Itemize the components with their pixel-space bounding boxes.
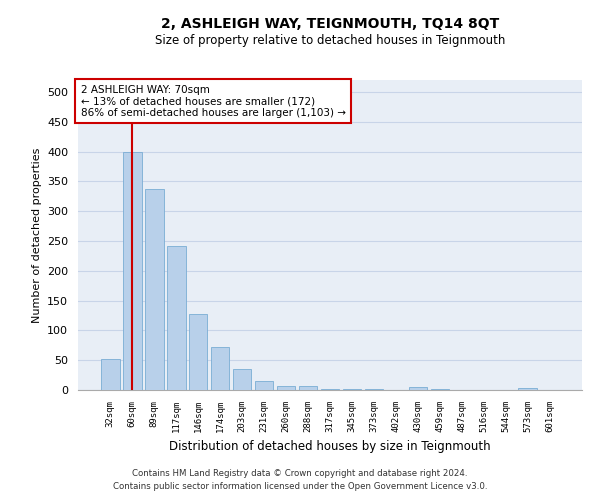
Text: Contains public sector information licensed under the Open Government Licence v3: Contains public sector information licen… xyxy=(113,482,487,491)
Bar xyxy=(167,246,185,390)
Text: 2 ASHLEIGH WAY: 70sqm
← 13% of detached houses are smaller (172)
86% of semi-det: 2 ASHLEIGH WAY: 70sqm ← 13% of detached … xyxy=(80,84,346,118)
Bar xyxy=(123,152,142,390)
Bar xyxy=(409,387,427,390)
Bar xyxy=(431,389,449,390)
Bar xyxy=(255,381,274,390)
Bar xyxy=(518,388,537,390)
X-axis label: Distribution of detached houses by size in Teignmouth: Distribution of detached houses by size … xyxy=(169,440,491,454)
Bar xyxy=(299,386,317,390)
Bar xyxy=(233,369,251,390)
Bar xyxy=(189,314,208,390)
Y-axis label: Number of detached properties: Number of detached properties xyxy=(32,148,41,322)
Text: Contains HM Land Registry data © Crown copyright and database right 2024.: Contains HM Land Registry data © Crown c… xyxy=(132,468,468,477)
Text: 2, ASHLEIGH WAY, TEIGNMOUTH, TQ14 8QT: 2, ASHLEIGH WAY, TEIGNMOUTH, TQ14 8QT xyxy=(161,18,499,32)
Bar xyxy=(277,386,295,390)
Bar xyxy=(211,347,229,390)
Bar xyxy=(101,359,119,390)
Text: Size of property relative to detached houses in Teignmouth: Size of property relative to detached ho… xyxy=(155,34,505,47)
Bar xyxy=(145,188,164,390)
